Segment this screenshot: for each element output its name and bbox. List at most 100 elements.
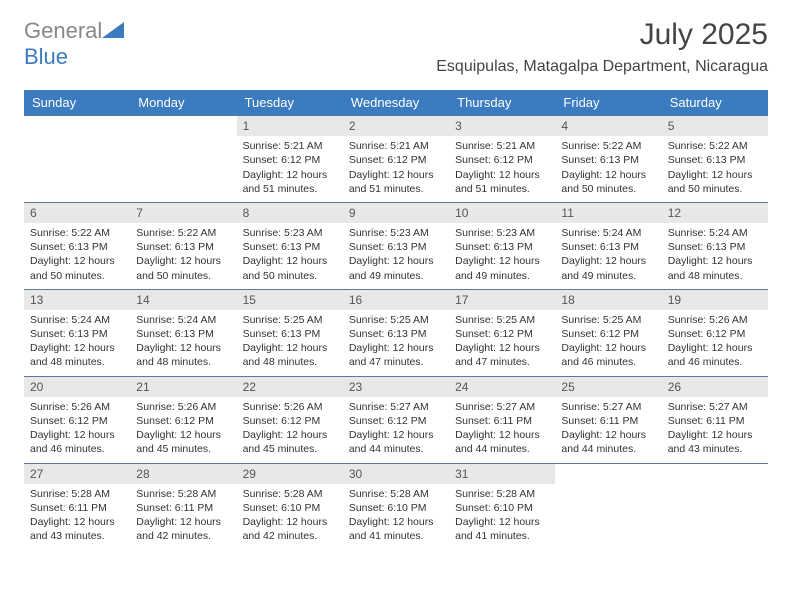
- calendar-day-cell: 19Sunrise: 5:26 AMSunset: 6:12 PMDayligh…: [662, 289, 768, 376]
- day-number: 18: [555, 290, 661, 310]
- calendar-day-cell: 2Sunrise: 5:21 AMSunset: 6:12 PMDaylight…: [343, 116, 449, 203]
- day-details: Sunrise: 5:27 AMSunset: 6:11 PMDaylight:…: [449, 397, 555, 463]
- day-details: Sunrise: 5:26 AMSunset: 6:12 PMDaylight:…: [662, 310, 768, 376]
- calendar-day-cell: 18Sunrise: 5:25 AMSunset: 6:12 PMDayligh…: [555, 289, 661, 376]
- day-details: Sunrise: 5:27 AMSunset: 6:11 PMDaylight:…: [555, 397, 661, 463]
- day-details: Sunrise: 5:24 AMSunset: 6:13 PMDaylight:…: [555, 223, 661, 289]
- day-number: 16: [343, 290, 449, 310]
- day-details: Sunrise: 5:25 AMSunset: 6:13 PMDaylight:…: [343, 310, 449, 376]
- day-number: 4: [555, 116, 661, 136]
- calendar-day-cell: 26Sunrise: 5:27 AMSunset: 6:11 PMDayligh…: [662, 376, 768, 463]
- calendar-day-cell: 27Sunrise: 5:28 AMSunset: 6:11 PMDayligh…: [24, 463, 130, 549]
- day-number: 3: [449, 116, 555, 136]
- calendar-day-cell: 11Sunrise: 5:24 AMSunset: 6:13 PMDayligh…: [555, 202, 661, 289]
- day-details: Sunrise: 5:25 AMSunset: 6:13 PMDaylight:…: [237, 310, 343, 376]
- day-number: 12: [662, 203, 768, 223]
- calendar-day-cell: 6Sunrise: 5:22 AMSunset: 6:13 PMDaylight…: [24, 202, 130, 289]
- day-details: [130, 136, 236, 145]
- calendar-week-row: 27Sunrise: 5:28 AMSunset: 6:11 PMDayligh…: [24, 463, 768, 549]
- day-details: [24, 136, 130, 145]
- day-details: Sunrise: 5:28 AMSunset: 6:10 PMDaylight:…: [343, 484, 449, 550]
- day-details: Sunrise: 5:27 AMSunset: 6:12 PMDaylight:…: [343, 397, 449, 463]
- day-number: 8: [237, 203, 343, 223]
- calendar-week-row: 13Sunrise: 5:24 AMSunset: 6:13 PMDayligh…: [24, 289, 768, 376]
- calendar-day-cell: 15Sunrise: 5:25 AMSunset: 6:13 PMDayligh…: [237, 289, 343, 376]
- day-number: 14: [130, 290, 236, 310]
- calendar-day-cell: 31Sunrise: 5:28 AMSunset: 6:10 PMDayligh…: [449, 463, 555, 549]
- brand-text: General Blue: [24, 18, 124, 70]
- day-details: Sunrise: 5:22 AMSunset: 6:13 PMDaylight:…: [130, 223, 236, 289]
- day-number: 10: [449, 203, 555, 223]
- weekday-header: Sunday: [24, 90, 130, 116]
- day-number: 22: [237, 377, 343, 397]
- day-number: 25: [555, 377, 661, 397]
- calendar-day-cell: 17Sunrise: 5:25 AMSunset: 6:12 PMDayligh…: [449, 289, 555, 376]
- day-number: 1: [237, 116, 343, 136]
- day-number: 15: [237, 290, 343, 310]
- weekday-header: Monday: [130, 90, 236, 116]
- day-details: [555, 484, 661, 493]
- day-details: [662, 484, 768, 493]
- calendar-day-cell: [555, 463, 661, 549]
- calendar-day-cell: [662, 463, 768, 549]
- day-details: Sunrise: 5:24 AMSunset: 6:13 PMDaylight:…: [662, 223, 768, 289]
- calendar-day-cell: 8Sunrise: 5:23 AMSunset: 6:13 PMDaylight…: [237, 202, 343, 289]
- month-title: July 2025: [436, 18, 768, 52]
- calendar-day-cell: 9Sunrise: 5:23 AMSunset: 6:13 PMDaylight…: [343, 202, 449, 289]
- day-number: 30: [343, 464, 449, 484]
- day-details: Sunrise: 5:24 AMSunset: 6:13 PMDaylight:…: [130, 310, 236, 376]
- day-details: Sunrise: 5:23 AMSunset: 6:13 PMDaylight:…: [449, 223, 555, 289]
- calendar-day-cell: 1Sunrise: 5:21 AMSunset: 6:12 PMDaylight…: [237, 116, 343, 203]
- calendar-day-cell: 23Sunrise: 5:27 AMSunset: 6:12 PMDayligh…: [343, 376, 449, 463]
- day-details: Sunrise: 5:26 AMSunset: 6:12 PMDaylight:…: [24, 397, 130, 463]
- day-number: 19: [662, 290, 768, 310]
- calendar-table: SundayMondayTuesdayWednesdayThursdayFrid…: [24, 90, 768, 549]
- day-details: Sunrise: 5:28 AMSunset: 6:10 PMDaylight:…: [449, 484, 555, 550]
- day-details: Sunrise: 5:21 AMSunset: 6:12 PMDaylight:…: [237, 136, 343, 202]
- day-details: Sunrise: 5:23 AMSunset: 6:13 PMDaylight:…: [237, 223, 343, 289]
- day-details: Sunrise: 5:22 AMSunset: 6:13 PMDaylight:…: [24, 223, 130, 289]
- day-number: 9: [343, 203, 449, 223]
- calendar-day-cell: [24, 116, 130, 203]
- brand-logo: General Blue: [24, 18, 124, 70]
- calendar-body: 1Sunrise: 5:21 AMSunset: 6:12 PMDaylight…: [24, 116, 768, 550]
- day-number: 23: [343, 377, 449, 397]
- day-number: 27: [24, 464, 130, 484]
- day-details: Sunrise: 5:22 AMSunset: 6:13 PMDaylight:…: [555, 136, 661, 202]
- header: General Blue July 2025 Esquipulas, Matag…: [24, 18, 768, 76]
- day-details: Sunrise: 5:21 AMSunset: 6:12 PMDaylight:…: [343, 136, 449, 202]
- day-number: [662, 464, 768, 484]
- calendar-day-cell: 20Sunrise: 5:26 AMSunset: 6:12 PMDayligh…: [24, 376, 130, 463]
- day-number: 31: [449, 464, 555, 484]
- calendar-day-cell: 14Sunrise: 5:24 AMSunset: 6:13 PMDayligh…: [130, 289, 236, 376]
- day-number: 7: [130, 203, 236, 223]
- day-details: Sunrise: 5:26 AMSunset: 6:12 PMDaylight:…: [130, 397, 236, 463]
- calendar-day-cell: 3Sunrise: 5:21 AMSunset: 6:12 PMDaylight…: [449, 116, 555, 203]
- calendar-day-cell: 24Sunrise: 5:27 AMSunset: 6:11 PMDayligh…: [449, 376, 555, 463]
- calendar-day-cell: 21Sunrise: 5:26 AMSunset: 6:12 PMDayligh…: [130, 376, 236, 463]
- weekday-header: Wednesday: [343, 90, 449, 116]
- calendar-week-row: 6Sunrise: 5:22 AMSunset: 6:13 PMDaylight…: [24, 202, 768, 289]
- day-details: Sunrise: 5:22 AMSunset: 6:13 PMDaylight:…: [662, 136, 768, 202]
- day-details: Sunrise: 5:28 AMSunset: 6:11 PMDaylight:…: [24, 484, 130, 550]
- weekday-header: Friday: [555, 90, 661, 116]
- day-number: 11: [555, 203, 661, 223]
- day-number: 24: [449, 377, 555, 397]
- brand-triangle-icon: [102, 22, 124, 38]
- weekday-header: Saturday: [662, 90, 768, 116]
- calendar-day-cell: [130, 116, 236, 203]
- calendar-day-cell: 10Sunrise: 5:23 AMSunset: 6:13 PMDayligh…: [449, 202, 555, 289]
- calendar-day-cell: 4Sunrise: 5:22 AMSunset: 6:13 PMDaylight…: [555, 116, 661, 203]
- day-number: 29: [237, 464, 343, 484]
- weekday-row: SundayMondayTuesdayWednesdayThursdayFrid…: [24, 90, 768, 116]
- location-subtitle: Esquipulas, Matagalpa Department, Nicara…: [436, 58, 768, 76]
- weekday-header: Thursday: [449, 90, 555, 116]
- day-details: Sunrise: 5:25 AMSunset: 6:12 PMDaylight:…: [449, 310, 555, 376]
- calendar-week-row: 1Sunrise: 5:21 AMSunset: 6:12 PMDaylight…: [24, 116, 768, 203]
- brand-part2: Blue: [24, 44, 68, 69]
- calendar-day-cell: 30Sunrise: 5:28 AMSunset: 6:10 PMDayligh…: [343, 463, 449, 549]
- day-number: [555, 464, 661, 484]
- calendar-day-cell: 5Sunrise: 5:22 AMSunset: 6:13 PMDaylight…: [662, 116, 768, 203]
- day-details: Sunrise: 5:25 AMSunset: 6:12 PMDaylight:…: [555, 310, 661, 376]
- day-details: Sunrise: 5:26 AMSunset: 6:12 PMDaylight:…: [237, 397, 343, 463]
